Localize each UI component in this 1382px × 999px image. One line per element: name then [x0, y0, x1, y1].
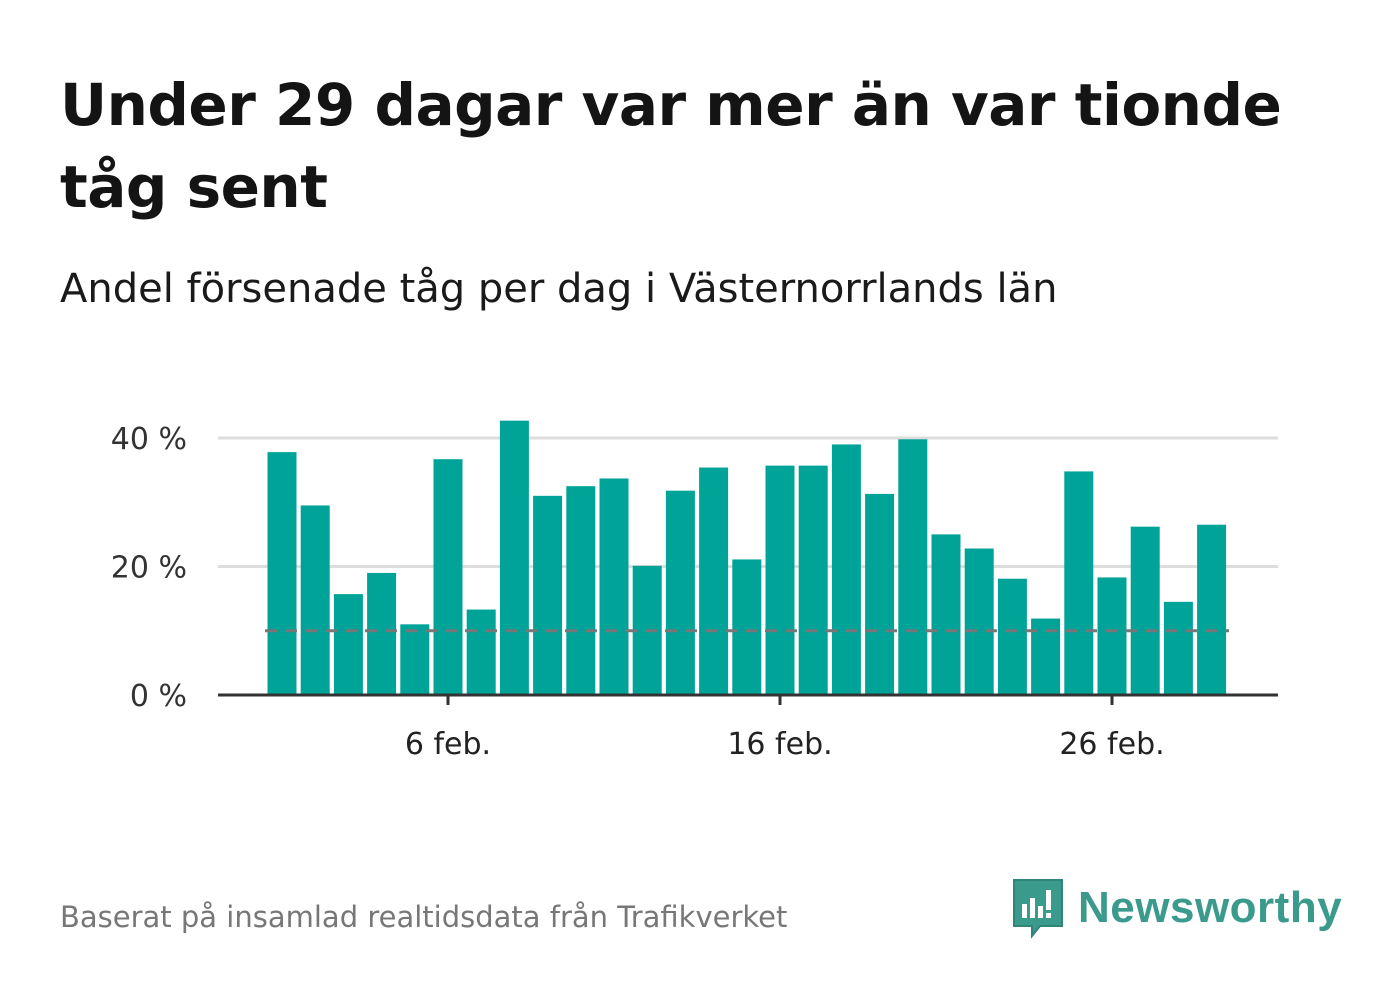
bar — [931, 534, 961, 695]
bar — [1097, 577, 1127, 695]
bar — [665, 490, 695, 695]
bar — [333, 594, 363, 695]
logo-text: Newsworthy — [1078, 883, 1343, 932]
bar — [1064, 471, 1094, 695]
bar — [400, 624, 430, 695]
y-tick-label: 20 % — [111, 551, 187, 586]
y-tick-label: 0 % — [130, 679, 187, 714]
bar — [599, 478, 629, 695]
y-tick-label: 40 % — [111, 422, 187, 457]
bar — [566, 486, 596, 695]
chart-title: Under 29 dagar var mer än var tionde tåg… — [60, 71, 1282, 221]
chart-subtitle: Andel försenade tåg per dag i Västernorr… — [60, 266, 1058, 312]
x-tick-label: 26 feb. — [1059, 727, 1164, 762]
x-tick-label: 6 feb. — [405, 727, 491, 762]
bar — [1130, 526, 1160, 695]
bar — [433, 459, 463, 695]
bar — [898, 439, 928, 695]
bar — [1163, 601, 1193, 695]
newsworthy-logo: Newsworthy — [1010, 876, 1342, 940]
bar — [699, 467, 729, 695]
bar — [267, 452, 297, 695]
bar — [964, 548, 994, 695]
source-note: Baserat på insamlad realtidsdata från Tr… — [60, 900, 788, 934]
bar — [765, 465, 795, 695]
newsworthy-logo-icon — [1013, 879, 1063, 939]
bar — [831, 444, 861, 695]
bar — [533, 495, 563, 695]
bar — [865, 493, 895, 695]
x-tick-label: 16 feb. — [727, 727, 832, 762]
bar — [997, 578, 1027, 695]
bar — [367, 572, 397, 695]
bar — [499, 420, 529, 695]
bar — [732, 559, 762, 695]
bar — [300, 505, 330, 695]
bar — [1197, 524, 1227, 695]
bar — [798, 465, 828, 695]
bar — [466, 609, 496, 695]
